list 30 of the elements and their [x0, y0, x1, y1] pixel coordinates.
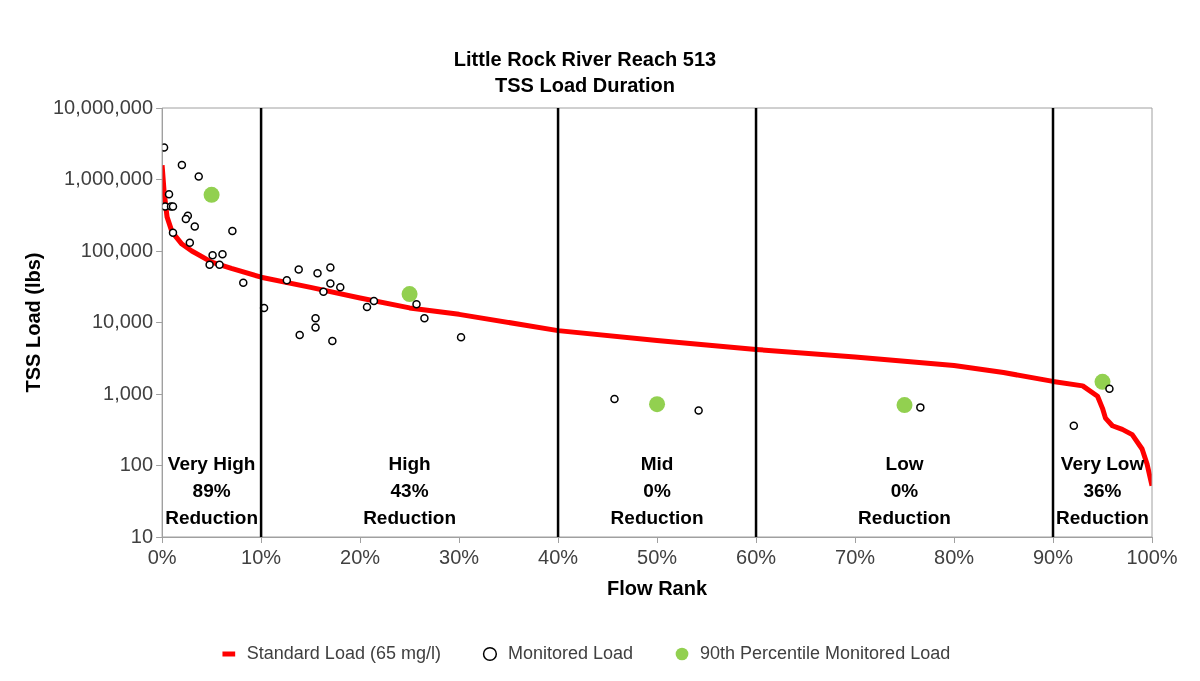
annotation: High 43% Reduction [363, 453, 457, 529]
y-tick-label: 1,000 [103, 381, 154, 404]
annotation: Low 0% Reduction [858, 453, 951, 529]
x-tick-label: 100% [1126, 545, 1178, 568]
x-tick-label: 60% [736, 545, 777, 568]
y-tick-label: 1,000,000 [64, 167, 154, 190]
y-tick-label: 100,000 [80, 238, 154, 261]
chart-subtitle: TSS Load Duration [495, 73, 675, 96]
annotation: Mid 0% Reduction [610, 453, 704, 529]
x-tick-label: 40% [538, 545, 579, 568]
legend-label: Monitored Load [507, 642, 634, 663]
y-tick-label: 100 [119, 453, 154, 476]
legend-label: Standard Load (65 mg/l) [246, 642, 441, 663]
x-tick-label: 50% [637, 545, 678, 568]
chart-title: Little Rock River Reach 513 [453, 47, 717, 70]
x-tick-label: 20% [340, 545, 381, 568]
x-tick-label: 70% [835, 545, 876, 568]
x-tick-label: 30% [439, 545, 480, 568]
y-axis-title: TSS Load (lbs) [21, 252, 44, 393]
x-tick-label: 90% [1032, 545, 1074, 568]
x-axis-title: Flow Rank [607, 576, 708, 599]
y-tick-label: 10,000,000 [52, 95, 154, 118]
y-tick-label: 10 [130, 524, 154, 547]
y-tick-label: 10,000 [91, 310, 154, 333]
annotation: Very High 89% Reduction [165, 453, 259, 529]
annotation: Very Low 36% Reduction [1056, 453, 1149, 529]
x-tick-label: 80% [934, 545, 975, 568]
legend-label: 90th Percentile Monitored Load [700, 642, 951, 663]
x-tick-label: 10% [241, 545, 282, 568]
x-tick-label: 0% [147, 545, 177, 568]
